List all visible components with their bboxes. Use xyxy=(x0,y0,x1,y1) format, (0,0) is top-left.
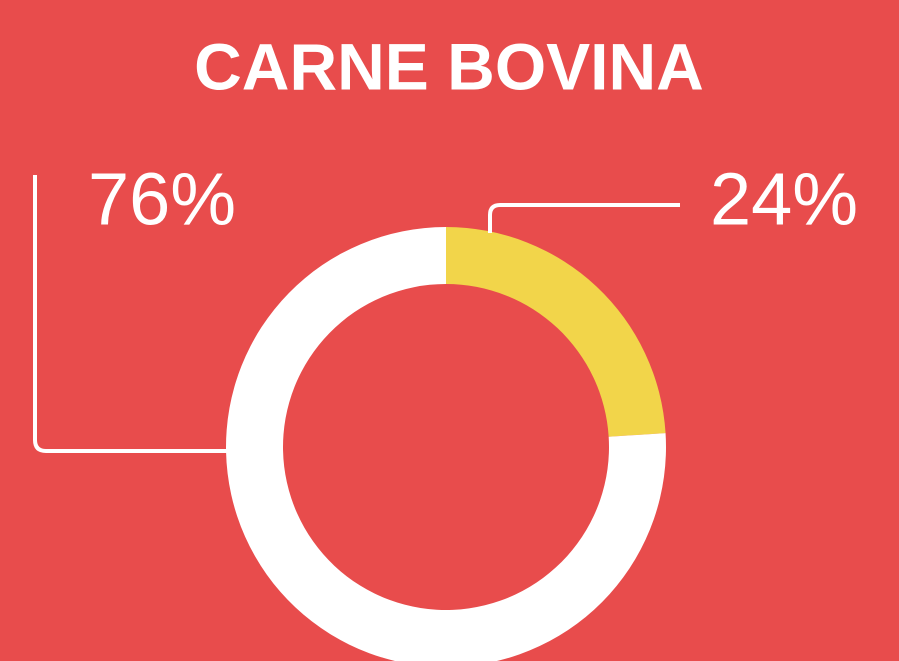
pie-slice xyxy=(446,227,666,437)
chart-title: CARNE BOVINA xyxy=(194,29,704,103)
leader-line xyxy=(488,203,680,233)
leader-line xyxy=(33,175,228,453)
value-label: 24% xyxy=(710,158,858,241)
value-label: 76% xyxy=(88,158,236,241)
